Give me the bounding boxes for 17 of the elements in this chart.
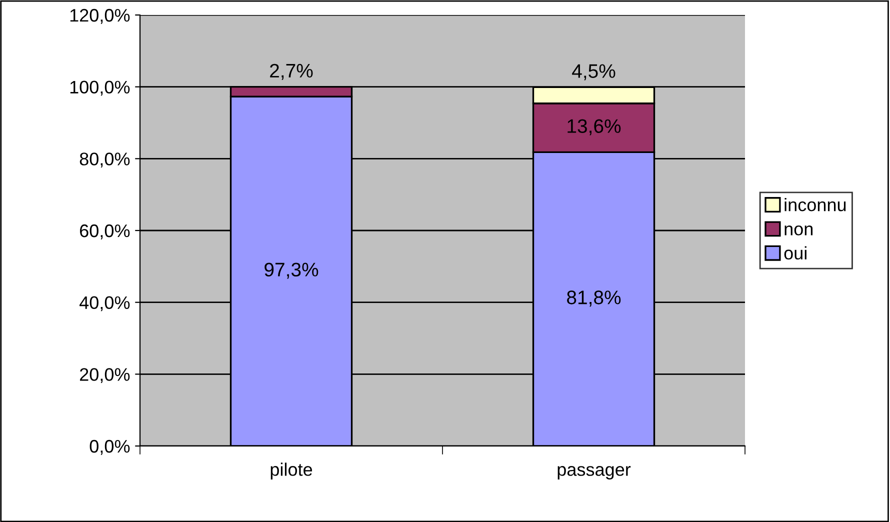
y-tick-label: 0,0% [90,440,130,455]
data-label: 81,8% [567,290,621,307]
y-tick-label: 100,0% [70,80,130,96]
x-tick-label: pilote [270,462,312,480]
legend-label: oui [784,246,806,260]
y-tick-label: 60,0% [80,224,130,240]
y-tick-label: 120,0% [70,8,130,24]
data-label: 2,7% [270,64,313,80]
x-tick-label: passager [558,466,631,480]
legend-label: non [784,226,813,236]
y-tick-label: 20,0% [80,368,130,384]
data-label: 97,3% [264,262,318,279]
y-tick-label: 40,0% [80,296,130,312]
legend-label: inconnu [784,198,846,212]
data-label: 13,6% [568,119,621,136]
y-tick-label: 80,0% [80,152,130,168]
data-label: 4,5% [572,64,616,80]
